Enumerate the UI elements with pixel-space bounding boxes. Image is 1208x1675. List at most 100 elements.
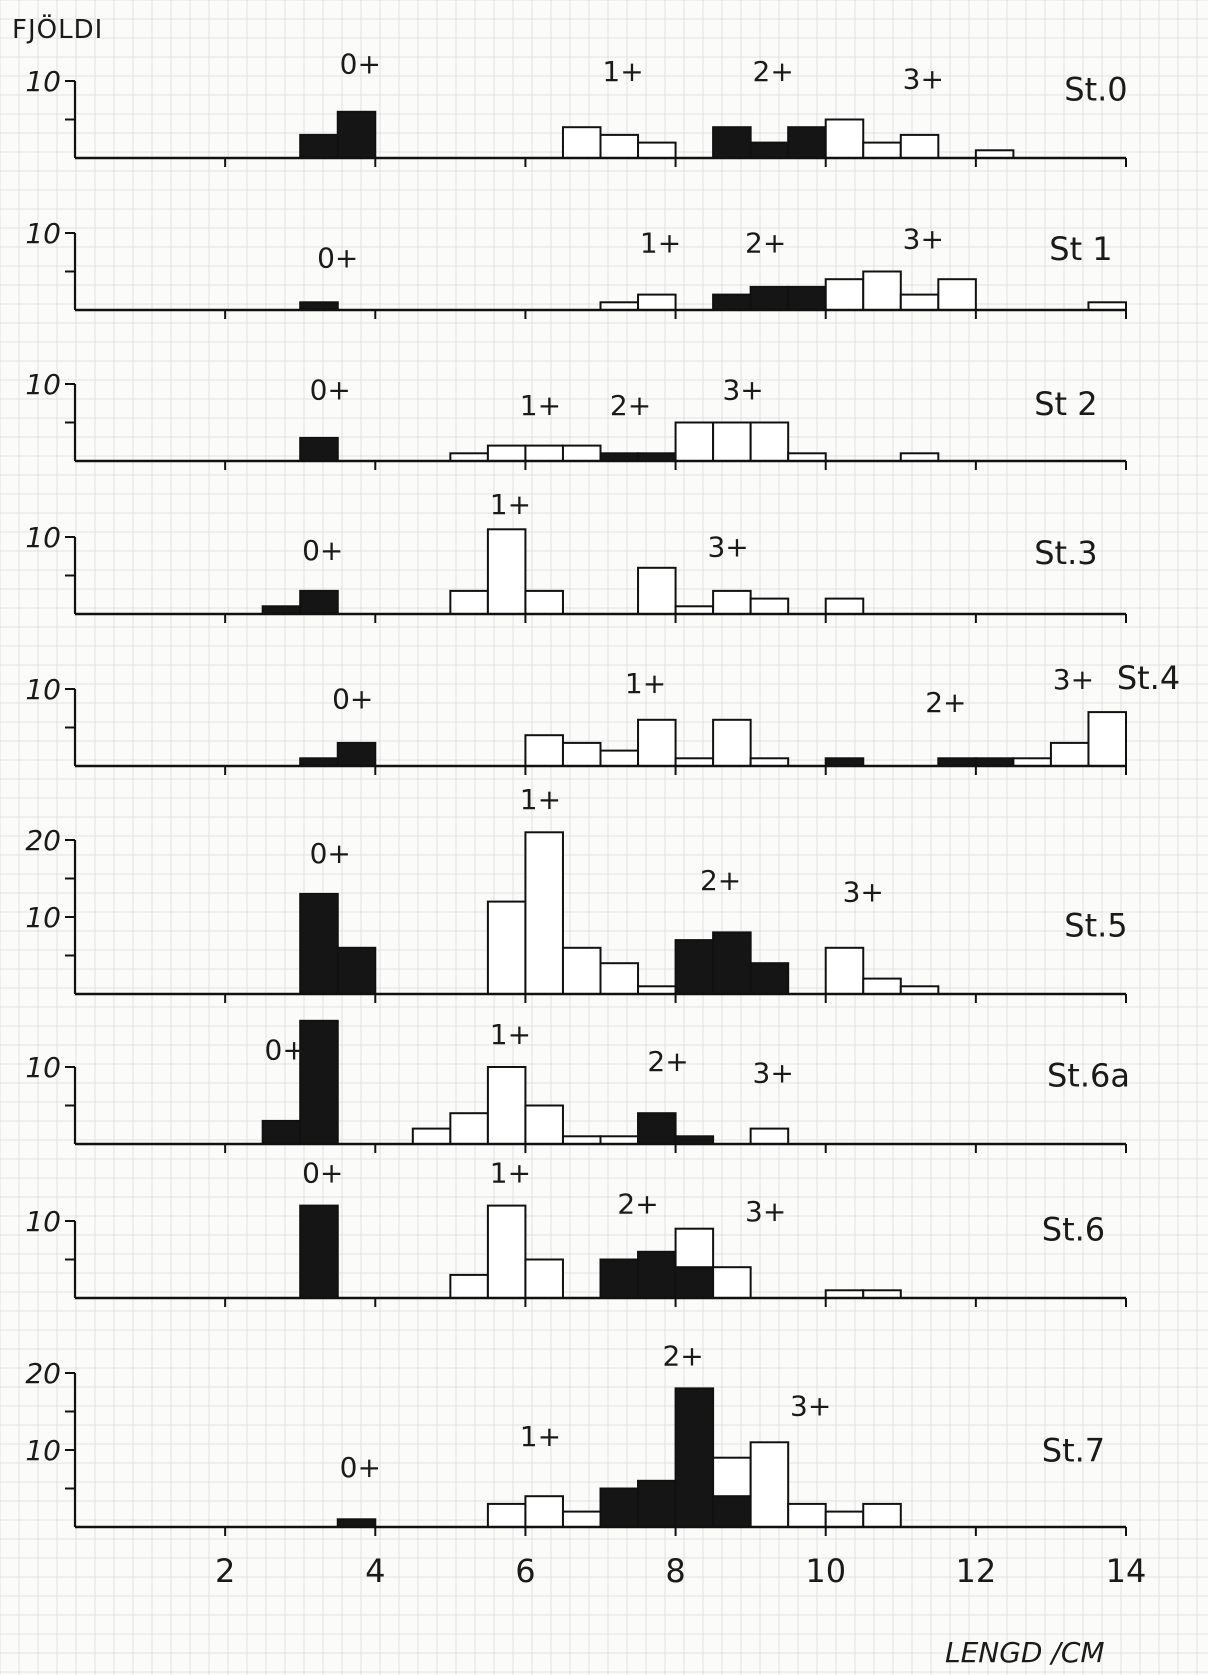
age-class-label: 3+ xyxy=(707,530,748,563)
age-class-label: 0+ xyxy=(302,1157,343,1190)
bar-open xyxy=(749,597,790,615)
bar-open xyxy=(486,528,527,615)
y-tick-label: 10 xyxy=(25,368,61,401)
bar-open xyxy=(637,566,677,615)
bar-open xyxy=(824,118,865,159)
panel-st-7: 20 10 0+ 1+ 2+ 3+ St.7 xyxy=(25,1339,1127,1536)
age-class-label: 3+ xyxy=(753,1056,794,1089)
age-class-label: 0+ xyxy=(265,1033,306,1066)
bar-open xyxy=(449,1112,489,1145)
bar-open xyxy=(561,126,602,159)
age-class-label: 1+ xyxy=(490,1018,531,1051)
bar-open xyxy=(862,977,902,995)
bar-open xyxy=(524,589,564,616)
bar-open xyxy=(561,946,602,995)
y-tick-label: 10 xyxy=(25,521,61,554)
age-class-label: 1+ xyxy=(625,667,666,700)
age-class-label: 0+ xyxy=(310,837,351,870)
age-class-label: 2+ xyxy=(925,686,966,719)
age-class-label: 2+ xyxy=(617,1187,658,1220)
bar-open xyxy=(824,278,865,312)
y-tick-label: 10 xyxy=(25,673,61,706)
bar-dark xyxy=(749,285,790,311)
station-label: St.6 xyxy=(1042,1210,1105,1248)
age-class-label: 3+ xyxy=(745,1195,786,1228)
bar-open xyxy=(712,1266,752,1299)
bar-open xyxy=(1049,741,1090,768)
bar-open xyxy=(411,1127,452,1145)
x-tick-label: 2 xyxy=(215,1552,235,1590)
bar-dark xyxy=(787,126,827,159)
y-tick-label: 10 xyxy=(25,1205,61,1238)
age-class-label: 3+ xyxy=(1053,663,1094,696)
bar-dark xyxy=(336,946,377,995)
x-tick-label: 8 xyxy=(665,1552,685,1590)
bar-open xyxy=(524,831,564,995)
bar-open xyxy=(449,589,489,616)
bar-open xyxy=(749,1127,790,1145)
station-label: St.7 xyxy=(1042,1432,1105,1470)
bar-open xyxy=(524,1104,564,1145)
x-tick-label: 4 xyxy=(365,1552,385,1590)
bar-dark xyxy=(712,931,752,996)
age-class-label: 0+ xyxy=(317,242,358,275)
age-class-label: 3+ xyxy=(843,876,884,909)
panel-st-3: 10 0+ 1+ 3+ St.3 xyxy=(25,488,1127,623)
bar-open xyxy=(524,444,564,463)
bar-open xyxy=(712,589,752,616)
panel-st-0: 10 0+ 1+ 2+ 3+ St.0 xyxy=(25,47,1128,167)
age-class-label: 2+ xyxy=(610,389,651,422)
bar-dark xyxy=(637,1250,677,1300)
age-class-label: 1+ xyxy=(640,226,681,259)
bar-dark xyxy=(749,141,790,160)
bar-open xyxy=(862,270,902,311)
age-class-label: 0+ xyxy=(302,534,343,567)
station-label: St.3 xyxy=(1034,534,1097,572)
age-class-label: 3+ xyxy=(903,63,944,96)
age-class-label: 0+ xyxy=(340,47,381,80)
bar-open xyxy=(486,1066,527,1145)
age-class-label: 3+ xyxy=(903,222,944,255)
age-class-label: 2+ xyxy=(662,1339,703,1372)
bar-open xyxy=(787,1502,827,1529)
bar-open xyxy=(674,421,715,462)
y-tick-label: 10 xyxy=(25,1051,61,1084)
bar-dark xyxy=(261,1119,302,1146)
bar-open xyxy=(824,946,865,995)
x-axis-label: LENGD /CM xyxy=(945,1636,1105,1669)
bar-dark xyxy=(674,1266,715,1299)
bar-dark xyxy=(299,1204,339,1299)
bar-dark xyxy=(674,939,715,995)
bar-dark xyxy=(637,1112,677,1145)
bar-dark xyxy=(712,126,752,159)
age-class-label: 1+ xyxy=(520,389,561,422)
bar-open xyxy=(599,749,640,767)
age-class-label: 1+ xyxy=(602,55,643,88)
station-label: St.6a xyxy=(1047,1056,1130,1094)
bar-open xyxy=(862,1502,902,1529)
bar-open xyxy=(899,133,940,159)
panel-st-6a: 10 0+ 1+ 2+ 3+ St.6a xyxy=(25,1018,1130,1153)
bar-open xyxy=(637,293,677,312)
bar-open xyxy=(524,734,564,768)
bar-open xyxy=(824,597,865,615)
bar-dark xyxy=(674,1387,715,1529)
bar-open xyxy=(862,141,902,160)
bar-open xyxy=(449,1273,489,1300)
x-axis: 2 4 6 8 10 12 14 xyxy=(215,1552,1146,1590)
y-tick-label: 20 xyxy=(25,1357,61,1390)
bar-dark xyxy=(299,133,339,159)
bar-open xyxy=(637,141,677,160)
bar-open xyxy=(712,718,752,767)
bar-dark xyxy=(299,892,339,996)
bar-open xyxy=(561,1510,602,1528)
station-label: St.0 xyxy=(1064,70,1127,108)
bar-dark xyxy=(336,741,377,768)
bar-open xyxy=(561,444,602,463)
y-tick-label: 10 xyxy=(25,1434,61,1467)
panel-st-2: 10 0+ 1+ 2+ 3+ St 2 xyxy=(25,368,1127,470)
age-class-label: 1+ xyxy=(490,488,531,521)
age-class-label: 2+ xyxy=(745,226,786,259)
